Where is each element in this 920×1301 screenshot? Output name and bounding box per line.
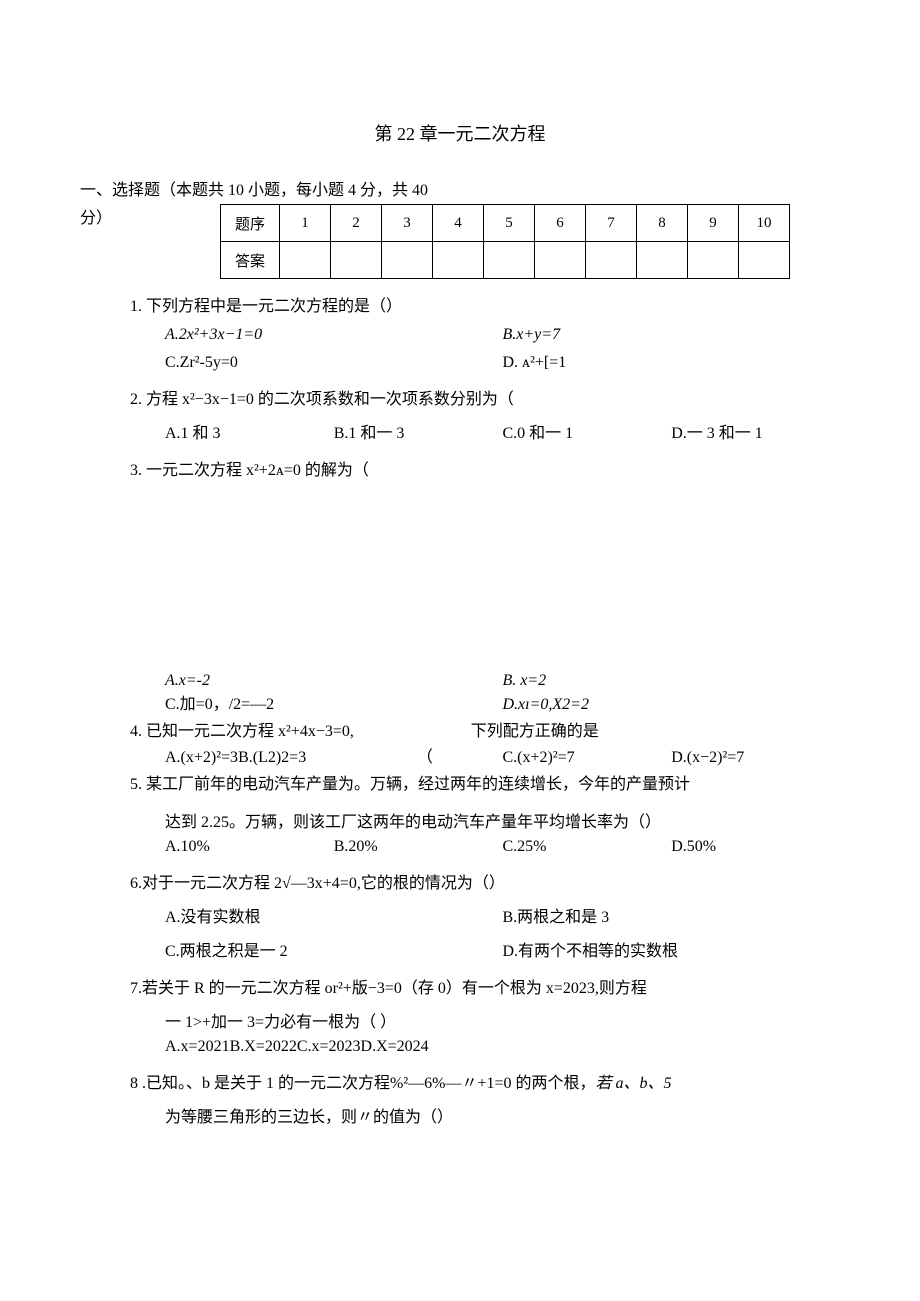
q4-ab: A.(x+2)²=3B.(L2)2=3 — [165, 746, 347, 770]
grid-num: 5 — [484, 205, 535, 242]
q1-d: D. ᴀ²+[=1 — [503, 354, 841, 372]
q2-stem: 2. 方程 x²−3x−1=0 的二次项系数和一次项系数分别为（ — [130, 386, 840, 413]
q6-stem: 6.对于一元二次方程 2√—3x+4=0,它的根的情况为（） — [130, 870, 840, 897]
grid-num: 7 — [586, 205, 637, 242]
grid-num: 2 — [331, 205, 382, 242]
q5-c: C.25% — [503, 838, 672, 856]
q5-d: D.50% — [671, 838, 840, 856]
q6-b: B.两根之和是 3 — [503, 903, 841, 927]
q4-c: C.(x+2)²=7 — [503, 746, 672, 770]
section-heading-cont: 分） — [80, 204, 200, 228]
q6-a: A.没有实数根 — [165, 903, 503, 927]
page-title: 第 22 章一元二次方程 — [80, 120, 840, 146]
q2-c: C.0 和一 1 — [503, 419, 672, 443]
grid-cell — [637, 242, 688, 279]
grid-num: 10 — [739, 205, 790, 242]
q3-stem: 3. 一元二次方程 x²+2ᴀ=0 的解为（ — [130, 457, 840, 484]
q4-d: D.(x−2)²=7 — [671, 746, 840, 770]
q6-d: D.有两个不相等的实数根 — [503, 937, 841, 961]
q4-stem-left: 4. 已知一元二次方程 x²+4x−3=0, — [130, 719, 471, 745]
grid-num: 3 — [382, 205, 433, 242]
grid-cell — [484, 242, 535, 279]
q1-a: A.2x²+3x−1=0 — [165, 326, 503, 344]
grid-cell — [586, 242, 637, 279]
grid-num: 9 — [688, 205, 739, 242]
grid-row1-label: 题序 — [221, 205, 280, 242]
grid-cell — [535, 242, 586, 279]
grid-cell — [688, 242, 739, 279]
grid-num: 6 — [535, 205, 586, 242]
q3-d: D.xı=0,X2=2 — [503, 693, 841, 717]
q5-b: B.20% — [334, 838, 503, 856]
q8-l1: 8 .已知。、b 是关于 1 的一元二次方程%²—6%—〃+1=0 的两个根，若… — [130, 1070, 840, 1097]
q1-b: B.x+y=7 — [503, 326, 841, 344]
q7-opts: A.x=2021B.X=2022C.x=2023D.X=2024 — [165, 1038, 840, 1056]
q1-c: C.Zr²-5y=0 — [165, 354, 503, 372]
grid-num: 1 — [280, 205, 331, 242]
q7-l1: 7.若关于 R 的一元二次方程 or²+版−3=0（存 0）有一个根为 x=20… — [130, 975, 840, 1002]
q2-d: D.一 3 和一 1 — [671, 419, 840, 443]
q3-a: A.x=-2 — [165, 669, 503, 693]
q3-c: C.加=0，/2=—2 — [165, 693, 503, 717]
section-heading: 一、选择题（本题共 10 小题，每小题 4 分，共 40 — [80, 176, 840, 200]
q4-stem-right: 下列配方正确的是 — [471, 719, 599, 745]
q7-l2: 一 1>+加一 3=力必有一根为（ ） — [165, 1008, 840, 1032]
q4-paren: （ — [347, 746, 502, 770]
q3-b: B. x=2 — [503, 669, 841, 693]
q5-l2: 达到 2.25。万辆，则该工厂这两年的电动汽车产量年平均增长率为（） — [165, 808, 840, 832]
answer-grid: 题序 1 2 3 4 5 6 7 8 9 10 答案 — [220, 204, 790, 279]
q2-b: B.1 和一 3 — [334, 419, 503, 443]
grid-cell — [739, 242, 790, 279]
grid-cell — [382, 242, 433, 279]
grid-cell — [280, 242, 331, 279]
grid-num: 8 — [637, 205, 688, 242]
q6-c: C.两根之积是一 2 — [165, 937, 503, 961]
q8-l2: 为等腰三角形的三边长，则〃的值为（） — [165, 1103, 840, 1127]
grid-row2-label: 答案 — [221, 242, 280, 279]
grid-num: 4 — [433, 205, 484, 242]
q5-a: A.10% — [165, 838, 334, 856]
grid-cell — [331, 242, 382, 279]
q5-l1: 5. 某工厂前年的电动汽车产量为。万辆，经过两年的连续增长，今年的产量预计 — [130, 772, 840, 798]
q2-a: A.1 和 3 — [165, 419, 334, 443]
q1-stem: 1. 下列方程中是一元二次方程的是（） — [130, 293, 840, 320]
grid-cell — [433, 242, 484, 279]
